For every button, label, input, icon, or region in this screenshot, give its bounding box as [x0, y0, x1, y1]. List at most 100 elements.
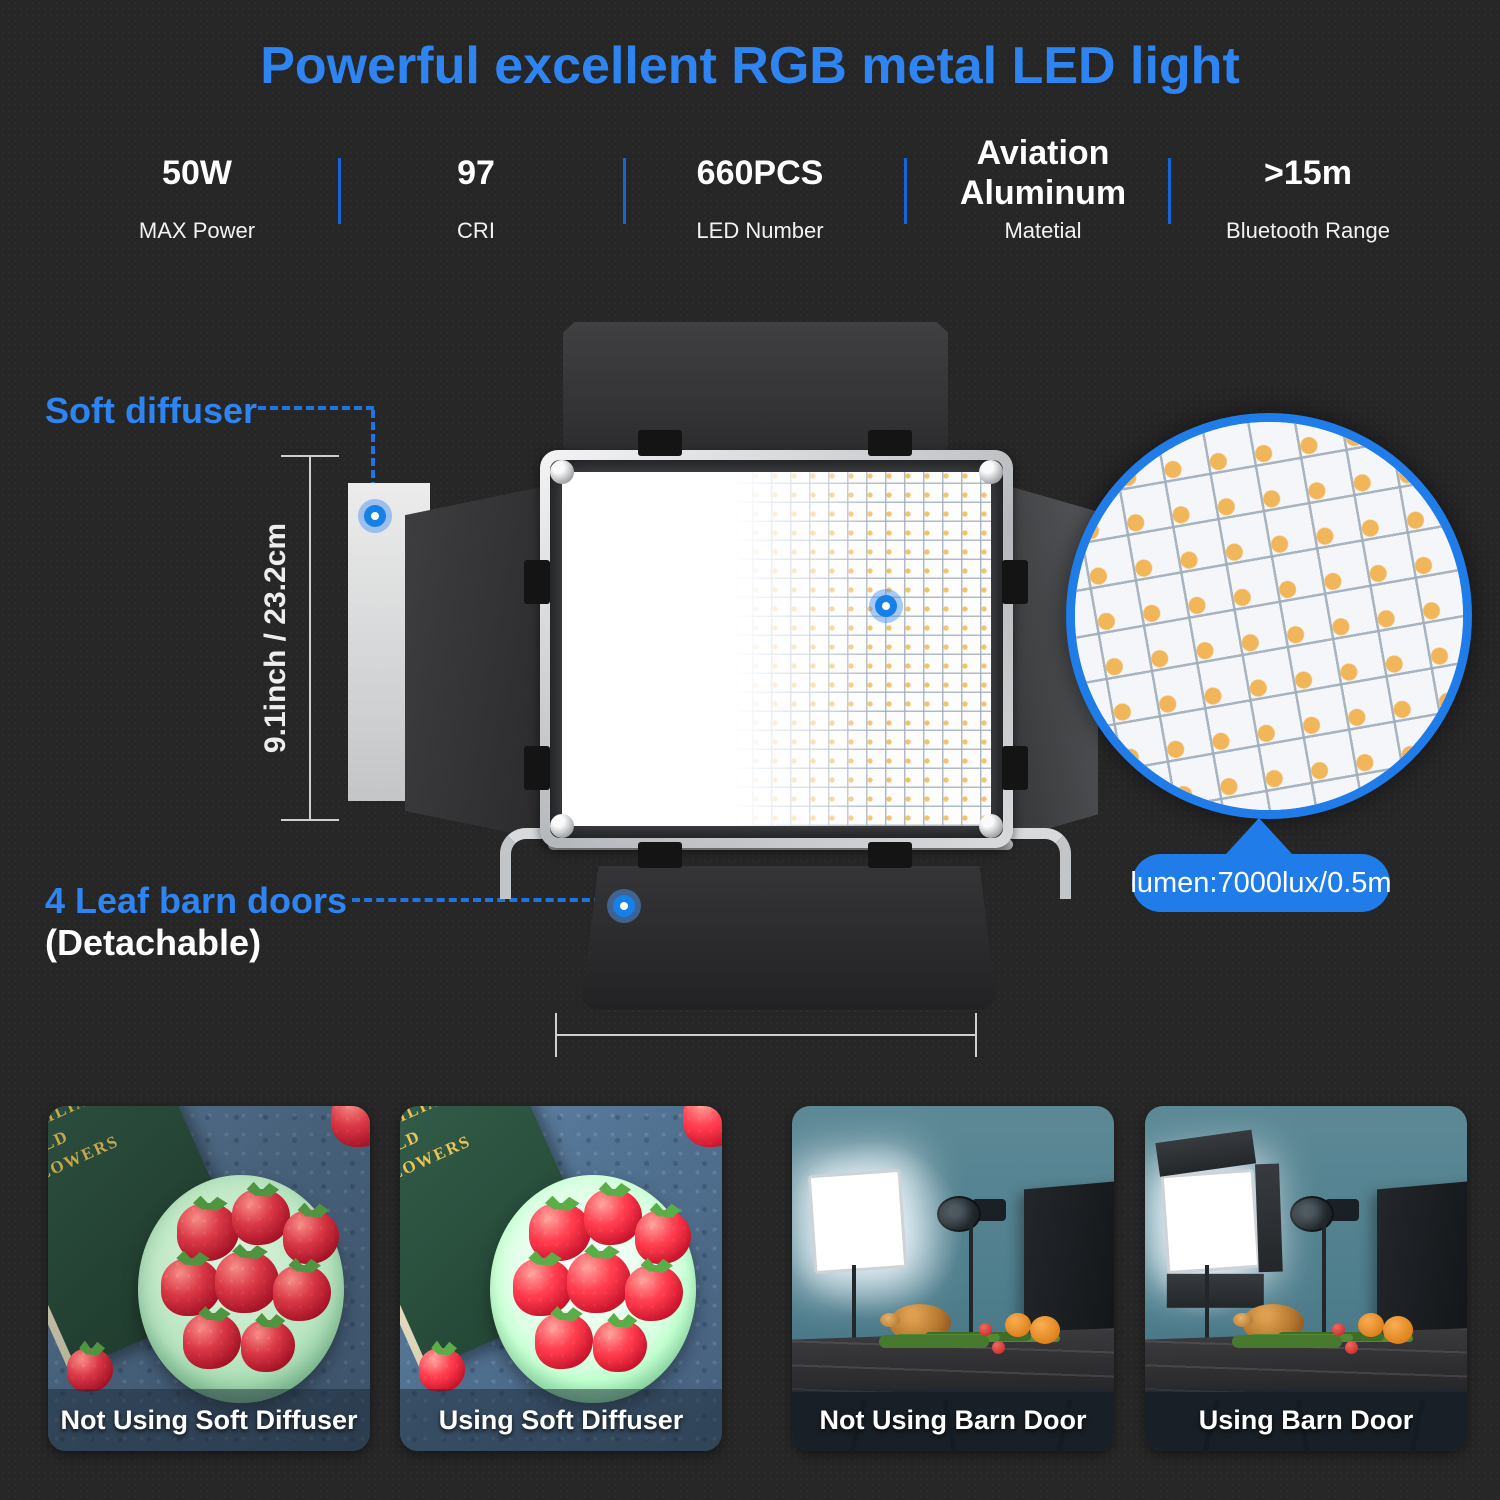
photo-caption: Using Soft Diffuser: [400, 1389, 722, 1451]
spec-divider: [904, 158, 907, 224]
led-key-light: [1155, 1128, 1284, 1307]
strawberry: [176, 1202, 239, 1261]
spec-value: Aviation Aluminum: [959, 134, 1127, 212]
annotation-connector: [371, 410, 375, 502]
light-stand: [1204, 1264, 1209, 1382]
tomato: [1344, 1340, 1358, 1354]
corner-screw: [550, 814, 574, 838]
strawberry: [331, 1106, 370, 1147]
handle-left: [500, 828, 565, 899]
width-dimension-line: [556, 1034, 976, 1036]
callout-pointer-icon: [1226, 818, 1292, 854]
book-title: FAMILIAR WILD FLOWERS: [48, 1106, 123, 1189]
door-clip: [638, 430, 682, 456]
dimension-cap: [975, 1013, 977, 1057]
strawberry: [283, 1209, 340, 1264]
photo-not-using-soft-diffuser: FAMILIAR WILD FLOWERS Not Using Soft Dif…: [48, 1106, 370, 1451]
spec-label: Bluetooth Range: [1226, 218, 1390, 243]
page-title: Powerful excellent RGB metal LED light: [260, 37, 1240, 95]
strawberry-scene: FAMILIAR WILD FLOWERS: [48, 1106, 370, 1451]
photo-not-using-barn-door: Not Using Barn Door: [792, 1106, 1114, 1451]
strawberry: [241, 1319, 296, 1372]
strawberry: [625, 1264, 684, 1321]
spec-label: LED Number: [696, 218, 824, 243]
door-clip: [1002, 560, 1028, 604]
corner-screw: [550, 460, 574, 484]
annotation-connector: [258, 406, 374, 410]
spec-divider: [1168, 158, 1171, 224]
corner-screw: [979, 814, 1003, 838]
tomato: [1331, 1323, 1345, 1337]
barn-door-point-marker: [607, 889, 641, 923]
spec-label: Matetial: [1004, 218, 1082, 243]
strawberry: [512, 1257, 573, 1316]
tomato: [991, 1340, 1005, 1354]
barn-doors-sublabel: (Detachable): [45, 922, 262, 963]
spec-label: CRI: [457, 218, 495, 243]
photo-caption: Not Using Soft Diffuser: [48, 1389, 370, 1451]
studio-scene: [1145, 1106, 1467, 1451]
strawberry: [567, 1250, 632, 1313]
strawberry: [683, 1106, 722, 1147]
led-panel-frame: [540, 450, 1013, 848]
light-stand: [851, 1264, 856, 1382]
lumen-badge: lumen:7000lux/0.5m: [1130, 854, 1392, 912]
door-clip: [524, 746, 550, 790]
barn-door-bottom: [582, 866, 996, 1010]
dimension-cap: [281, 455, 339, 457]
led-point-marker: [869, 589, 903, 623]
orange: [1004, 1313, 1031, 1337]
spec-item-bluetooth-range: >15m Bluetooth Range: [1193, 132, 1423, 244]
annotation-connector: [352, 898, 602, 902]
strawberry: [535, 1313, 594, 1369]
height-dimension-line: [309, 456, 311, 820]
handle-right: [1006, 828, 1071, 899]
barn-door-flap: [1255, 1162, 1284, 1272]
spec-item-led-number: 660PCS LED Number: [645, 132, 875, 244]
corner-screw: [979, 460, 1003, 484]
spec-value: >15m: [1264, 154, 1352, 192]
strawberry-scene: FAMILIAR WILD FLOWERS: [400, 1106, 722, 1451]
spec-label: MAX Power: [138, 218, 256, 243]
orange: [1383, 1316, 1414, 1345]
studio-scene: [792, 1106, 1114, 1451]
door-clip: [524, 560, 550, 604]
spec-value: 50W: [162, 154, 232, 192]
strawberry: [183, 1313, 242, 1369]
tomato: [978, 1323, 992, 1337]
door-clip: [1002, 746, 1028, 790]
led-panel-inner-frame: [550, 460, 1003, 838]
led-chip-closeup: [1075, 422, 1463, 810]
led-key-light: [807, 1168, 908, 1274]
strawberry: [528, 1202, 591, 1261]
spec-divider: [623, 158, 626, 224]
strawberry: [273, 1264, 332, 1321]
strawberry: [231, 1188, 290, 1245]
strawberry: [160, 1257, 221, 1316]
strawberry: [67, 1347, 114, 1392]
dimension-cap: [555, 1013, 557, 1057]
book-title: FAMILIAR WILD FLOWERS: [400, 1106, 475, 1189]
strawberry: [593, 1319, 648, 1372]
strawberry: [583, 1188, 642, 1245]
salad-garnish: [878, 1335, 989, 1349]
barn-doors-label: 4 Leaf barn doors: [45, 880, 348, 921]
photo-using-barn-door: Using Barn Door: [1145, 1106, 1467, 1451]
barn-door-left: [405, 487, 541, 839]
led-glow-overlay: [562, 472, 991, 826]
spec-item-max-power: 50W MAX Power: [82, 132, 312, 244]
soft-diffuser-label: Soft diffuser: [45, 390, 257, 431]
second-light-head: [936, 1195, 981, 1232]
light-stand: [1322, 1219, 1327, 1382]
dimension-cap: [281, 819, 339, 821]
spec-value: 660PCS: [696, 154, 824, 192]
light-stand: [969, 1219, 974, 1382]
spec-item-material: Aviation Aluminum Matetial: [928, 132, 1158, 244]
spec-divider: [338, 158, 341, 224]
door-clip: [868, 842, 912, 868]
spec-value: 97: [457, 154, 495, 192]
diffuser-point-marker: [358, 499, 392, 533]
salad-garnish: [1231, 1335, 1342, 1349]
door-clip: [868, 430, 912, 456]
